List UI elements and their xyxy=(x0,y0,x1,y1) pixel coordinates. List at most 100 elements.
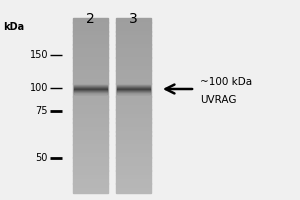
Bar xyxy=(116,62,151,66)
Bar xyxy=(74,87,106,88)
Bar xyxy=(73,131,107,136)
Bar xyxy=(73,188,107,192)
Bar xyxy=(116,85,149,86)
Bar xyxy=(73,122,107,127)
Text: 150: 150 xyxy=(29,50,48,60)
Bar xyxy=(116,162,151,166)
Bar xyxy=(73,48,107,53)
Bar xyxy=(116,153,151,158)
Bar xyxy=(73,35,107,40)
Bar xyxy=(73,170,107,175)
Bar xyxy=(116,91,149,92)
Bar xyxy=(116,183,151,188)
Bar xyxy=(116,131,151,136)
Text: kDa: kDa xyxy=(3,22,24,32)
Bar xyxy=(73,105,107,110)
Bar xyxy=(116,144,151,149)
Bar xyxy=(73,109,107,114)
Bar xyxy=(116,66,151,71)
Bar xyxy=(74,90,106,91)
Bar xyxy=(116,88,151,92)
Bar xyxy=(73,22,107,27)
Bar xyxy=(74,92,106,93)
Bar xyxy=(73,114,107,119)
Bar xyxy=(116,83,151,88)
Bar xyxy=(74,86,106,87)
Bar xyxy=(73,135,107,140)
Bar xyxy=(116,170,151,175)
Bar xyxy=(73,18,107,23)
Bar xyxy=(116,88,149,89)
Bar xyxy=(116,75,151,79)
Bar xyxy=(73,70,107,75)
Bar xyxy=(116,114,151,119)
Bar xyxy=(116,86,149,87)
Bar xyxy=(116,89,149,90)
Bar xyxy=(74,88,106,89)
Bar xyxy=(73,83,107,88)
Bar xyxy=(116,40,151,45)
Bar xyxy=(74,91,106,92)
Bar xyxy=(74,86,106,87)
Bar xyxy=(73,140,107,145)
Bar xyxy=(116,87,149,88)
Bar xyxy=(73,88,107,92)
Bar xyxy=(116,53,151,58)
Bar xyxy=(116,27,151,32)
Bar xyxy=(116,48,151,53)
Bar xyxy=(116,118,151,123)
Bar xyxy=(116,86,149,87)
Text: 3: 3 xyxy=(129,12,137,26)
Bar xyxy=(73,166,107,171)
Bar xyxy=(73,53,107,58)
Bar xyxy=(74,84,106,85)
Bar xyxy=(73,96,107,101)
Text: 2: 2 xyxy=(85,12,94,26)
Bar xyxy=(73,144,107,149)
Bar xyxy=(116,92,149,93)
Bar xyxy=(73,162,107,166)
Bar xyxy=(73,118,107,123)
Bar xyxy=(73,44,107,49)
Bar xyxy=(116,92,151,97)
Bar xyxy=(116,57,151,62)
Bar xyxy=(74,92,106,93)
Bar xyxy=(116,90,149,91)
Bar xyxy=(116,140,151,145)
Bar xyxy=(116,166,151,171)
Bar xyxy=(116,93,149,94)
Bar xyxy=(73,127,107,132)
Bar xyxy=(74,85,106,86)
Bar xyxy=(116,18,151,23)
Text: 100: 100 xyxy=(30,83,48,93)
Bar xyxy=(116,70,151,75)
Bar xyxy=(116,96,151,101)
Bar xyxy=(116,84,149,85)
Bar xyxy=(73,101,107,105)
Bar xyxy=(74,89,106,90)
Bar xyxy=(74,93,106,94)
Bar xyxy=(73,183,107,188)
Bar xyxy=(116,79,151,84)
Bar xyxy=(116,122,151,127)
Bar xyxy=(73,40,107,45)
Bar xyxy=(73,27,107,32)
Text: 50: 50 xyxy=(36,153,48,163)
Text: ~100 kDa: ~100 kDa xyxy=(200,77,252,87)
Bar xyxy=(116,92,149,93)
Bar xyxy=(73,153,107,158)
Text: UVRAG: UVRAG xyxy=(200,95,236,105)
Bar xyxy=(73,62,107,66)
Bar xyxy=(73,31,107,36)
Bar xyxy=(73,175,107,179)
Bar xyxy=(116,101,151,105)
Text: 75: 75 xyxy=(35,106,48,116)
Bar xyxy=(116,90,149,91)
Bar xyxy=(73,79,107,84)
Bar xyxy=(116,109,151,114)
Bar xyxy=(73,179,107,184)
Bar xyxy=(116,22,151,27)
Bar xyxy=(73,157,107,162)
Bar xyxy=(116,105,151,110)
Bar xyxy=(73,92,107,97)
